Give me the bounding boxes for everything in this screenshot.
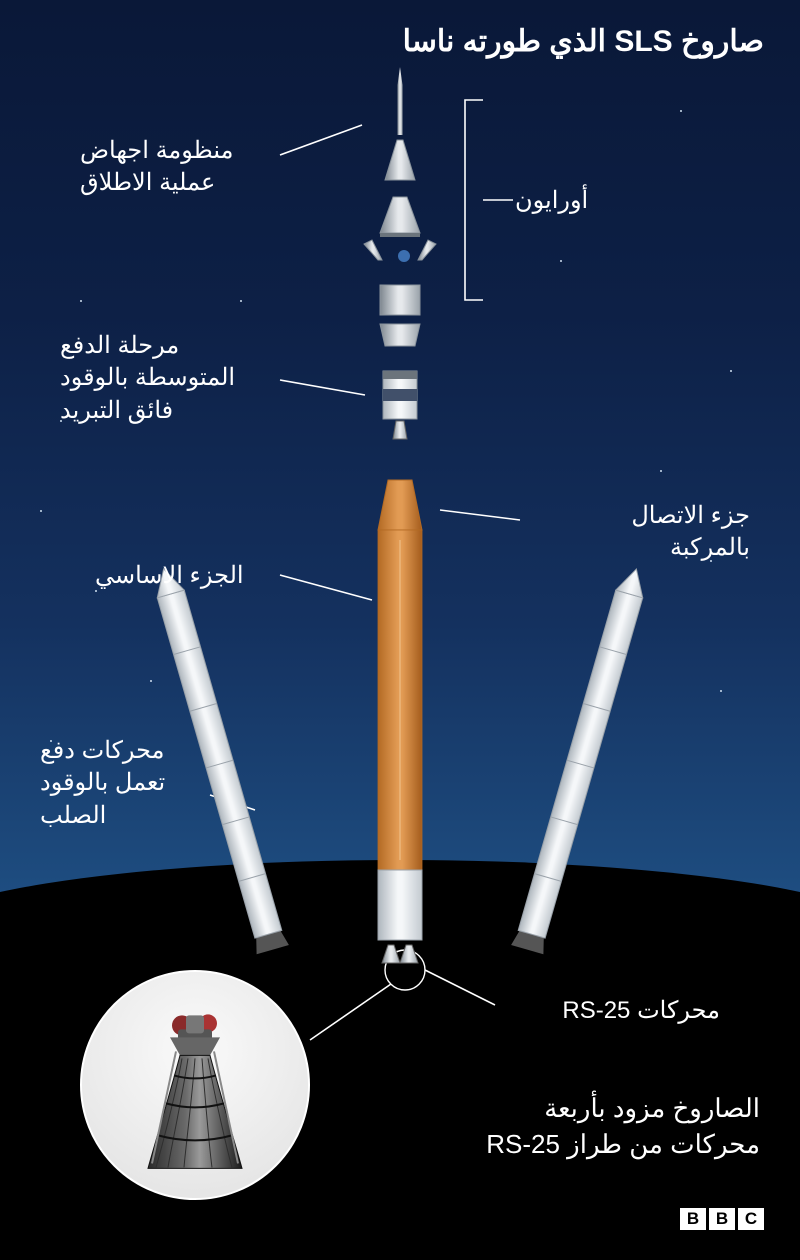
label-cryo-stage: مرحلة الدفعالمتوسطة بالوقودفائق التبريد <box>60 330 280 427</box>
bbc-b2: B <box>709 1208 735 1230</box>
engine-caption: الصاروخ مزود بأربعةمحركات من طراز RS-25 <box>460 1090 760 1163</box>
rs25-engine-icon <box>130 1003 260 1173</box>
label-adapter: جزء الاتصالبالمركبة <box>530 500 750 565</box>
label-orion: أورايون <box>515 185 588 217</box>
bbc-logo: B B C <box>680 1208 764 1230</box>
label-abort-system: منظومة اجهاضعملية الاطلاق <box>80 135 280 200</box>
label-solid-boosters: محركات دفعتعمل بالوقودالصلب <box>40 735 210 832</box>
label-core-stage: الجزء الاساسي <box>95 560 275 592</box>
bbc-c: C <box>738 1208 764 1230</box>
engine-inset <box>80 970 310 1200</box>
bbc-b: B <box>680 1208 706 1230</box>
diagram-title: صاروخ SLS الذي طورته ناسا <box>403 24 764 59</box>
label-rs25: محركات RS-25 <box>500 995 720 1027</box>
